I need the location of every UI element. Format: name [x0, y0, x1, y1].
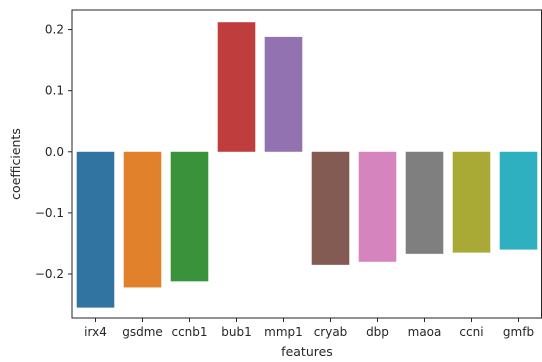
- y-tick-label: −0.1: [35, 206, 64, 220]
- x-tick-label: irx4: [84, 325, 107, 339]
- y-axis-ticks: 0.2 0.1 0.0 −0.1 −0.2: [35, 23, 72, 281]
- x-tick-label: ccnb1: [171, 325, 207, 339]
- x-tick-label: bub1: [221, 325, 251, 339]
- x-axis-ticks: irx4 gsdme ccnb1 bub1 mmp1 cryab dbp maoa ccni gm…: [84, 318, 534, 339]
- bar-gmfb: [499, 151, 538, 250]
- y-tick-label: 0.1: [45, 84, 64, 98]
- bars-group: [76, 22, 538, 308]
- x-tick-label: dbp: [366, 325, 389, 339]
- x-tick-label: gsdme: [122, 325, 163, 339]
- x-tick-label: ccni: [459, 325, 483, 339]
- bar-gsdme: [123, 151, 162, 288]
- bar-mmp1: [264, 36, 303, 152]
- x-tick-label: mmp1: [264, 325, 303, 339]
- y-tick-label: 0.2: [45, 23, 64, 37]
- x-tick-label: gmfb: [503, 325, 534, 339]
- bar-ccnb1: [170, 151, 209, 282]
- bar-maoa: [405, 151, 444, 254]
- y-tick-label: −0.2: [35, 267, 64, 281]
- x-axis-label: features: [281, 344, 333, 359]
- x-tick-label: maoa: [408, 325, 442, 339]
- bar-cryab: [311, 151, 350, 265]
- y-tick-label: 0.0: [45, 145, 64, 159]
- bar-irx4: [76, 151, 115, 308]
- x-tick-label: cryab: [314, 325, 348, 339]
- bar-ccni: [452, 151, 491, 253]
- bar-bub1: [217, 22, 256, 152]
- y-axis-label: coefficients: [8, 128, 23, 200]
- bar-dbp: [358, 151, 397, 262]
